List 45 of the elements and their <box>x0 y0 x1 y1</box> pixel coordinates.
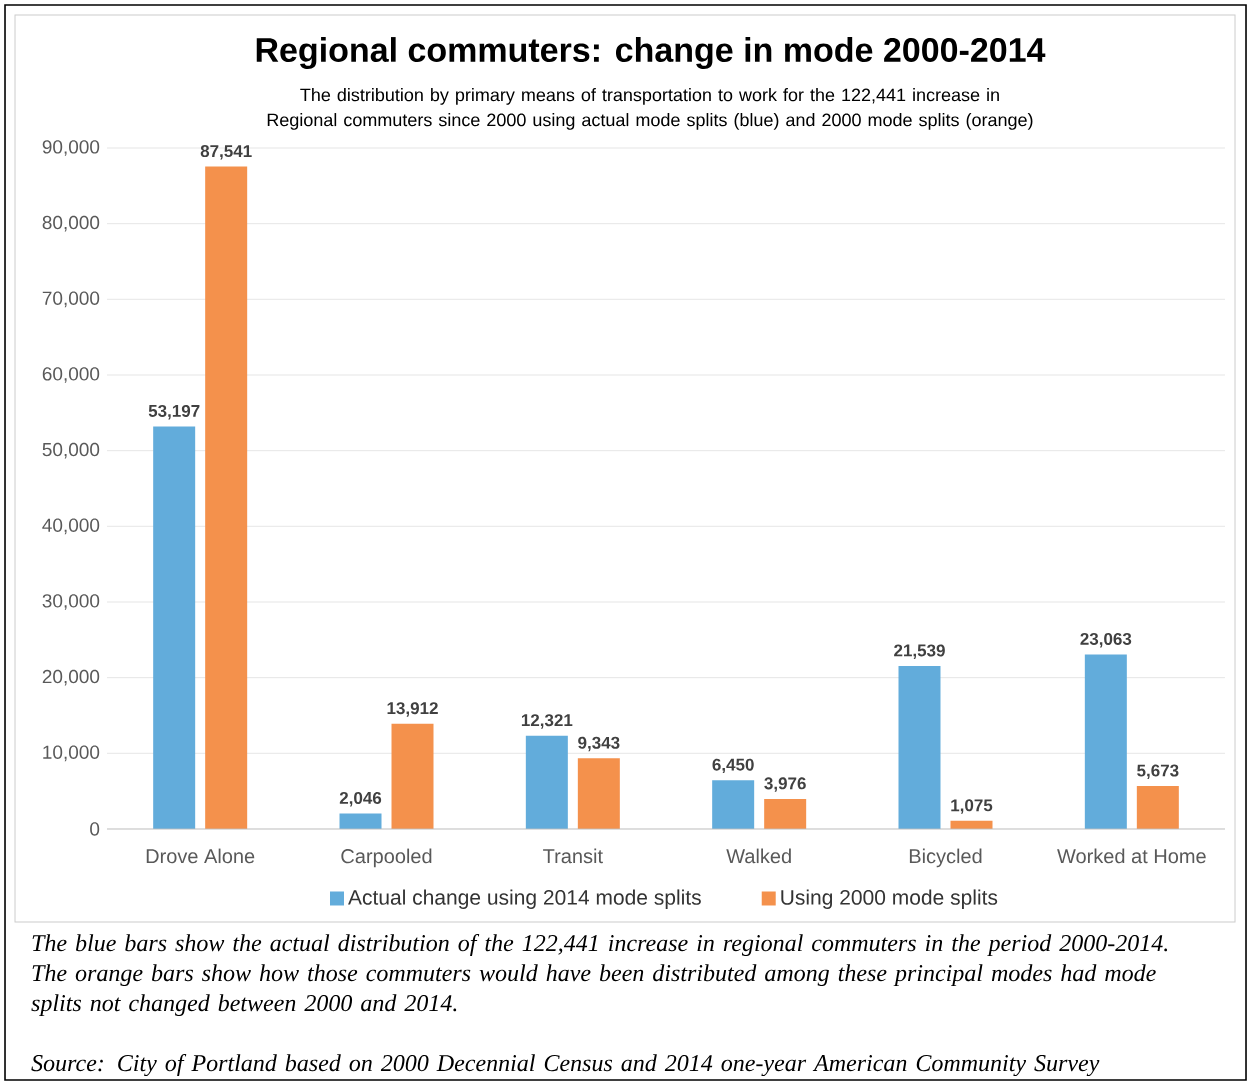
bar <box>205 166 248 829</box>
bar <box>391 723 434 829</box>
y-tick-label: 10,000 <box>43 745 100 762</box>
bar <box>339 813 382 829</box>
y-tick-label: 70,000 <box>42 291 100 308</box>
x-tick-label: Transit <box>543 848 603 864</box>
y-tick-label: 90,000 <box>42 140 100 156</box>
source-note: Source: City of Portland based on 2000 Decennial Census and 2014 one-year American Community Survey <box>31 1054 1100 1077</box>
chart-title: Regional commuters: change in mode 2000-2014 <box>256 37 1046 69</box>
bar <box>1084 654 1127 829</box>
x-tick-label: Walked <box>726 848 791 864</box>
legend-label: Actual change using 2014 mode splits <box>348 889 701 909</box>
text: The blue bars show the actual distribution of the 122,441 increase in regional commuters in the period 2000-2014. The orange bars show how those commuters would have been distributed among these principal modes had mode splits not changed between 2000 and 2014. <box>31 934 1168 1017</box>
data-label: 12,321 <box>521 714 573 729</box>
bar <box>525 735 568 829</box>
y-tick-label: 50,000 <box>42 442 100 459</box>
x-tick-label: Drove Alone <box>146 848 255 864</box>
bar <box>764 798 807 829</box>
bar <box>1136 786 1179 829</box>
data-label: 6,450 <box>712 758 754 774</box>
x-tick-label: Worked at Home <box>1057 848 1206 864</box>
x-tick-label: Carpooled <box>341 848 432 868</box>
y-tick-label: 30,000 <box>42 594 100 610</box>
bar <box>577 758 620 829</box>
bar <box>712 780 755 829</box>
y-tick-label: 40,000 <box>42 518 100 535</box>
x-tick-label: Bicycled <box>909 848 982 868</box>
data-label: 9,343 <box>578 736 620 752</box>
chart-subtitle: The distribution by primary means of transportation to work for the 122,441 increase in Regional commuters since 2000 using actual mode splits (blue) and 2000 mode splits (orange) <box>267 88 1033 130</box>
data-label: 53,197 <box>148 404 200 420</box>
y-tick-label: 20,000 <box>42 669 100 686</box>
bar <box>898 666 941 829</box>
data-label: 1,075 <box>951 799 993 814</box>
data-label: 87,541 <box>200 145 252 160</box>
y-tick-label: 60,000 <box>42 367 100 383</box>
data-label: 23,063 <box>1080 632 1132 648</box>
y-tick-label: 80,000 <box>42 215 100 232</box>
bar <box>153 426 196 829</box>
data-label: 5,673 <box>1137 764 1179 779</box>
data-label: 2,046 <box>339 791 382 807</box>
data-label: 3,976 <box>764 777 806 792</box>
legend-label: Using 2000 mode splits <box>781 889 998 909</box>
data-label: 21,539 <box>894 644 945 659</box>
data-label: 13,912 <box>387 702 438 717</box>
y-tick-label: 0 <box>90 822 100 836</box>
